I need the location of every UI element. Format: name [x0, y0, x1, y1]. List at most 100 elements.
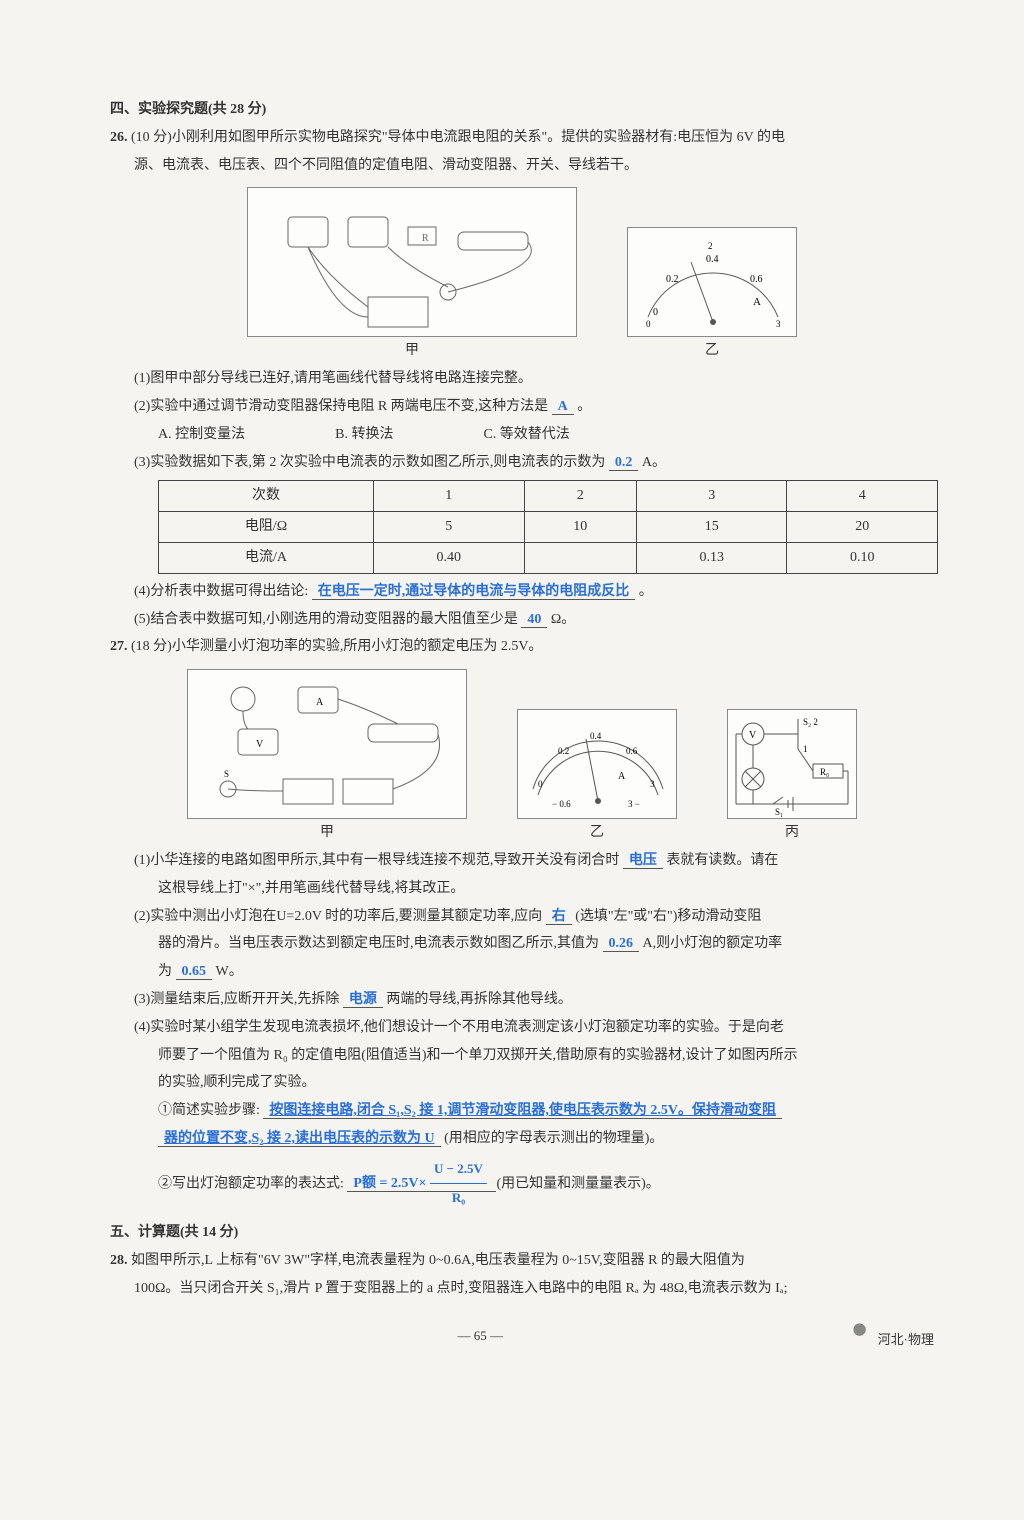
q27-p1a: (1)小华连接的电路如图甲所示,其中有一根导线连接不规范,导致开关没有闭合时 — [134, 853, 619, 868]
svg-text:A: A — [618, 771, 626, 782]
footer: — 65 — 河北·物理 — [110, 1320, 934, 1351]
q27-p3b: 两端的导线,再拆除其他导线。 — [386, 992, 572, 1007]
q27-p2-l3: 为 0.65 W。 — [110, 960, 934, 984]
q27-p2b: (选填"左"或"右")移动滑动变阻 — [575, 909, 761, 924]
q27-p2d: A,则小灯泡的额定功率 — [643, 936, 783, 951]
q27-p4-1-blank2: 器的位置不变,S₂ 接 2,读出电压表的示数为 U — [158, 1131, 441, 1147]
q27-p4-2-den: R₀ — [430, 1184, 487, 1213]
section5-title: 五、计算题(共 14 分) — [110, 1221, 934, 1245]
q26-r1-0: 电阻/Ω — [159, 512, 374, 543]
q26-stem1: (10 分)小刚利用如图甲所示实物电路探究"导体中电流跟电阻的关系"。提供的实验… — [131, 130, 785, 145]
q27-p4-2: ②写出灯泡额定功率的表达式: P额 = 2.5V× U − 2.5V R₀ (用… — [110, 1155, 934, 1213]
q26-r1-3: 15 — [636, 512, 787, 543]
q26-cap-yi: 乙 — [627, 339, 797, 363]
q26-th-1: 1 — [374, 481, 525, 512]
q26-figures: R 甲 0 0.2 0.4 0.6 0 2 3 A 乙 — [110, 187, 934, 363]
svg-text:V: V — [749, 730, 757, 741]
runner-icon — [850, 1320, 874, 1344]
q26-r2-4: 0.10 — [787, 542, 938, 573]
q26: 26. (10 分)小刚利用如图甲所示实物电路探究"导体中电流跟电阻的关系"。提… — [110, 126, 934, 150]
q26-r1-2: 10 — [524, 512, 636, 543]
q28: 28. 如图甲所示,L 上标有"6V 3W"字样,电流表量程为 0~0.6A,电… — [110, 1249, 934, 1273]
q27-fig-yi: 0 0.2 0.4 0.6 3 A − 0.6 3 − — [517, 709, 677, 819]
q26-fig-jia: R — [247, 187, 577, 337]
q27-p4-2-prefix: P额 = 2.5V× — [353, 1176, 426, 1191]
q26-choices: A. 控制变量法 B. 转换法 C. 等效替代法 — [110, 423, 934, 447]
q27-p1: (1)小华连接的电路如图甲所示,其中有一根导线连接不规范,导致开关没有闭合时 电… — [110, 849, 934, 873]
q26-p3: (3)实验数据如下表,第 2 次实验中电流表的示数如图乙所示,则电流表的示数为 … — [110, 451, 934, 475]
q26-choice-a: A. 控制变量法 — [158, 423, 245, 447]
q26-th-0: 次数 — [159, 481, 374, 512]
q26-p3b: A。 — [642, 455, 666, 470]
q27-cap-yi: 乙 — [517, 821, 677, 845]
q27-p4b: 师要了一个阻值为 R₀ 的定值电阻(阻值适当)和一个单刀双掷开关,借助原有的实验… — [110, 1044, 934, 1068]
q26-r2-3: 0.13 — [636, 542, 787, 573]
q26-r1-1: 5 — [374, 512, 525, 543]
q26-p5b: Ω。 — [551, 612, 575, 627]
q27-p3: (3)测量结束后,应断开开关,先拆除 电源 两端的导线,再拆除其他导线。 — [110, 988, 934, 1012]
svg-text:R: R — [422, 233, 429, 244]
q27-cap-jia: 甲 — [187, 821, 467, 845]
q26-choice-b: B. 转换法 — [335, 423, 393, 447]
svg-text:0.4: 0.4 — [706, 254, 719, 265]
q27-p4c: 的实验,顺利完成了实验。 — [110, 1071, 934, 1095]
q26-p2-blank: A — [552, 399, 574, 415]
q27-p2-blank2: 0.26 — [603, 936, 640, 952]
q26-r2-2 — [524, 542, 636, 573]
q27: 27. (18 分)小华测量小灯泡功率的实验,所用小灯泡的额定电压为 2.5V。 — [110, 635, 934, 659]
svg-text:3 −: 3 − — [628, 799, 640, 809]
q27-fig-bing-wrap: V R₀ S₂ 2 1 S₁ — [727, 709, 857, 845]
q27-p4a: (4)实验时某小组学生发现电流表损坏,他们想设计一个不用电流表测定该小灯泡额定功… — [110, 1016, 934, 1040]
q27-p1b: 表就有读数。请在 — [666, 853, 778, 868]
svg-text:A: A — [316, 697, 324, 708]
q27-p4-2-num: U − 2.5V — [430, 1155, 487, 1185]
q26-th-2: 2 — [524, 481, 636, 512]
q26-stem2: 源、电流表、电压表、四个不同阻值的定值电阻、滑动变阻器、开关、导线若干。 — [110, 154, 934, 178]
q27-p3-blank: 电源 — [343, 992, 383, 1008]
q27-p2c: 器的滑片。当电压表示数达到额定电压时,电流表示数如图乙所示,其值为 — [158, 936, 599, 951]
q26-p4b: 。 — [639, 584, 653, 599]
q26-th-3: 3 — [636, 481, 787, 512]
q28-num: 28. — [110, 1253, 128, 1268]
q27-p2e: 为 — [158, 964, 172, 979]
section4-title: 四、实验探究题(共 28 分) — [110, 98, 934, 122]
svg-text:S₁: S₁ — [775, 807, 783, 817]
q27-p1c: 这根导线上打"×",并用笔画线代替导线,将其改正。 — [110, 877, 934, 901]
q27-p2-blank3: 0.65 — [176, 964, 213, 980]
q27-p1-blank: 电压 — [623, 853, 663, 869]
q27-p2f: W。 — [216, 964, 243, 979]
q27-p4-2b: (用已知量和测量量表示)。 — [496, 1176, 659, 1191]
q27-p4-1-blank1: 按图连接电路,闭合 S₁,S₂ 接 1,调节滑动变阻器,使电压表示数为 2.5V… — [263, 1103, 782, 1119]
q26-p2: (2)实验中通过调节滑动变阻器保持电阻 R 两端电压不变,这种方法是 A 。 — [110, 395, 934, 419]
q26-p2a: (2)实验中通过调节滑动变阻器保持电阻 R 两端电压不变,这种方法是 — [134, 399, 548, 414]
q26-p4-blank: 在电压一定时,通过导体的电流与导体的电阻成反比 — [312, 584, 636, 600]
q27-p4-2-formula: P额 = 2.5V× U − 2.5V R₀ — [347, 1176, 496, 1192]
q26-p5-blank: 40 — [521, 612, 547, 628]
q26-p1: (1)图甲中部分导线已连好,请用笔画线代替导线将电路连接完整。 — [110, 367, 934, 391]
q27-p4-2a: ②写出灯泡额定功率的表达式: — [158, 1176, 344, 1191]
q27-p3a: (3)测量结束后,应断开开关,先拆除 — [134, 992, 339, 1007]
q26-r1-4: 20 — [787, 512, 938, 543]
svg-text:0.2: 0.2 — [558, 746, 569, 756]
q26-p3-blank: 0.2 — [609, 455, 639, 471]
q27-p4-1-l2: 器的位置不变,S₂ 接 2,读出电压表的示数为 U (用相应的字母表示测出的物理… — [110, 1127, 934, 1151]
q27-fig-jia: A V S — [187, 669, 467, 819]
footer-right-text: 河北·物理 — [878, 1332, 934, 1347]
q26-num: 26. — [110, 130, 128, 145]
svg-text:V: V — [256, 739, 264, 750]
q26-fig-yi: 0 0.2 0.4 0.6 0 2 3 A — [627, 227, 797, 337]
q27-p2-l2: 器的滑片。当电压表示数达到额定电压时,电流表示数如图乙所示,其值为 0.26 A… — [110, 932, 934, 956]
q27-fig-bing: V R₀ S₂ 2 1 S₁ — [727, 709, 857, 819]
svg-text:S: S — [224, 769, 229, 779]
q26-th-4: 4 — [787, 481, 938, 512]
q27-p4-1-l1: ①简述实验步骤: 按图连接电路,闭合 S₁,S₂ 接 1,调节滑动变阻器,使电压… — [110, 1099, 934, 1123]
q26-p3a: (3)实验数据如下表,第 2 次实验中电流表的示数如图乙所示,则电流表的示数为 — [134, 455, 605, 470]
svg-text:0.6: 0.6 — [750, 274, 763, 285]
q26-r2-0: 电流/A — [159, 542, 374, 573]
svg-text:0: 0 — [646, 319, 651, 329]
page-number: — 65 — — [457, 1325, 503, 1347]
q26-p4a: (4)分析表中数据可得出结论: — [134, 584, 308, 599]
q26-p4: (4)分析表中数据可得出结论: 在电压一定时,通过导体的电流与导体的电阻成反比 … — [110, 580, 934, 604]
q28-stem2: 100Ω。当只闭合开关 S₁,滑片 P 置于变阻器上的 a 点时,变阻器连入电路… — [110, 1277, 934, 1301]
q26-cap-jia: 甲 — [247, 339, 577, 363]
